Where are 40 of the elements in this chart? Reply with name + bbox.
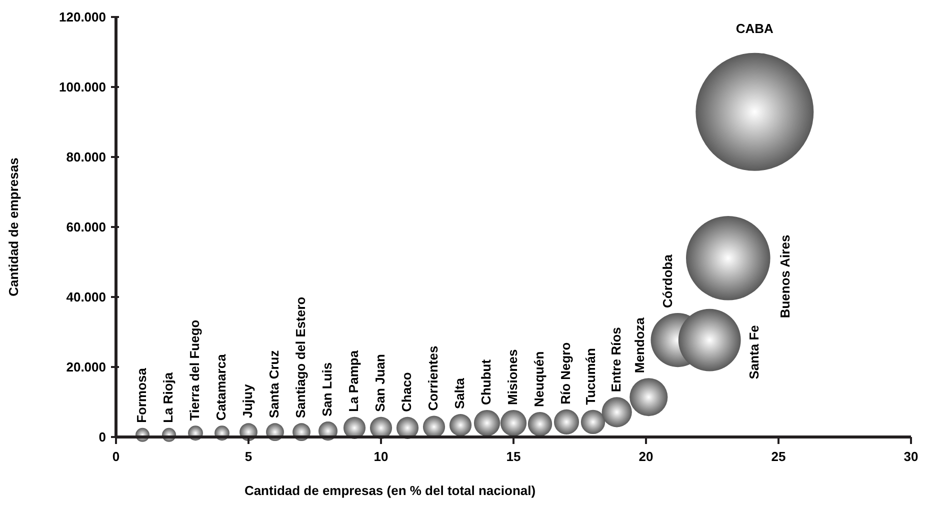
text: Santa Cruz: [266, 350, 282, 418]
text: Neuquén: [531, 351, 546, 407]
x-tick-label: 5: [244, 449, 252, 464]
text: Formosa: [134, 367, 149, 423]
x-tick-label: 10: [374, 449, 388, 464]
y-tick-label: 0: [98, 430, 106, 445]
text: La Rioja: [160, 372, 176, 423]
y-axis-title: Cantidad de empresas: [6, 158, 21, 296]
x-tick-label: 15: [506, 449, 521, 464]
text: San Juan: [372, 354, 388, 412]
text: Catamarca: [213, 353, 228, 421]
text: Entre Ríos: [608, 327, 624, 392]
text: Jujuy: [240, 383, 255, 418]
text: Mendoza: [632, 316, 648, 374]
x-tick-label: 20: [638, 449, 654, 464]
text: La Pampa: [346, 350, 361, 412]
x-tick-label: 0: [112, 449, 120, 464]
x-tick-label: 30: [904, 449, 918, 464]
text: Chubut: [478, 358, 494, 405]
text: Misiones: [504, 349, 520, 405]
y-tick-label: 80.000: [66, 150, 106, 165]
text: Tierra del Fuego: [186, 320, 202, 421]
x-axis-title: Cantidad de empresas (en % del total nacional): [244, 483, 536, 498]
text: Río Negro: [558, 342, 573, 404]
text: San Luis: [319, 362, 334, 417]
y-tick-label: 40.000: [66, 290, 106, 305]
text: Chaco: [398, 372, 414, 412]
series-label: CABA: [736, 20, 774, 36]
text: Santiago del Estero: [292, 296, 308, 418]
text: Santa Fe: [746, 325, 762, 380]
y-tick-label: 100.000: [59, 80, 106, 95]
y-tick-label: 20.000: [66, 360, 106, 375]
text: Tucumán: [583, 348, 598, 405]
text: Corrientes: [425, 346, 440, 411]
y-tick-label: 120.000: [59, 10, 106, 25]
text: Buenos Aires: [778, 234, 793, 318]
y-tick-label: 60.000: [66, 220, 106, 235]
x-tick-label: 25: [771, 449, 786, 464]
text: Córdoba: [660, 254, 675, 308]
text: Salta: [452, 377, 467, 410]
